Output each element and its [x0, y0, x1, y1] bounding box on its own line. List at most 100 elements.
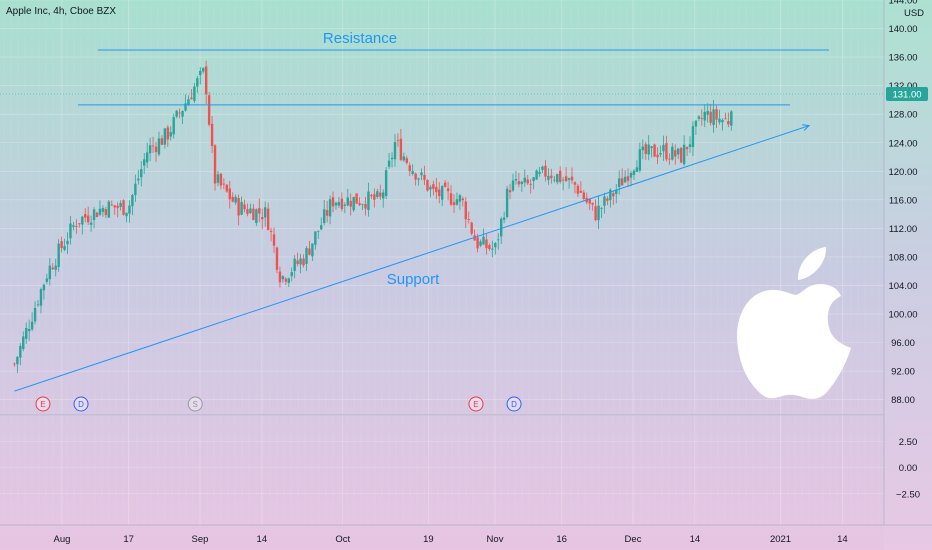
candle-body [373, 194, 376, 200]
candle-body [473, 235, 476, 241]
candle-body [322, 209, 326, 224]
candle-body [505, 188, 509, 218]
candle-body [246, 209, 249, 215]
price-tick-label: 104.00 [888, 281, 917, 292]
candle-body [482, 236, 485, 245]
candle-body [113, 205, 116, 208]
candle-body [573, 182, 577, 185]
candle-body [721, 119, 724, 123]
candle-body [644, 144, 647, 154]
candle-body [671, 146, 674, 160]
candle-body [33, 308, 37, 322]
candle-body [27, 328, 31, 332]
candle-body [638, 149, 642, 171]
candle-body [688, 144, 692, 147]
candle-body [57, 243, 60, 267]
candle-body [172, 117, 175, 135]
drawing-lines [14, 49, 829, 392]
support-trend-line[interactable] [14, 125, 810, 392]
pane-divider[interactable] [0, 414, 884, 416]
candle-body [712, 109, 715, 126]
event-marker-circle [35, 396, 51, 412]
price-tick-label: 128.00 [888, 110, 917, 121]
candle-body [517, 181, 521, 185]
candle-body [609, 189, 612, 201]
candle-body [665, 143, 668, 160]
candle-body [656, 154, 659, 158]
candle-body [320, 225, 323, 230]
candle-body [340, 198, 344, 210]
candle-body [266, 208, 270, 230]
candle-body [352, 196, 355, 211]
event-marker[interactable]: D [73, 396, 89, 412]
candle-body [715, 109, 718, 120]
price-tick-label: 100.00 [888, 310, 917, 321]
apple-logo [737, 247, 851, 399]
candle-body [420, 172, 423, 176]
candle-body [110, 204, 113, 206]
time-axis[interactable]: Aug 17 Sep 14 Oct 19 Nov 16 Dec 14 2021 14 [54, 534, 848, 545]
candle-body [650, 146, 653, 148]
candle-body [526, 179, 529, 184]
candle-body [151, 145, 155, 147]
candle-body [600, 208, 603, 209]
event-marker-label: D [78, 400, 84, 409]
candle-body [143, 159, 146, 166]
candle-body [659, 152, 662, 155]
price-tick-label: 116.00 [889, 195, 917, 206]
candle-body [237, 197, 240, 216]
candle-body [39, 289, 43, 306]
candle-body [588, 199, 591, 204]
candle-body [54, 265, 57, 270]
candle-body [438, 189, 441, 197]
trend-line-arrow [802, 124, 811, 131]
candle-body [308, 248, 311, 255]
candle-body [582, 192, 585, 199]
candle-body [514, 178, 518, 181]
price-tick-label: 96.00 [891, 338, 915, 349]
candle-body [603, 196, 606, 206]
candle-body [679, 147, 683, 163]
candle-body [75, 226, 78, 227]
oscillator-axis[interactable]: 2.50 0.00 −2.50 [896, 437, 920, 501]
candle-body [399, 138, 403, 160]
price-tick-label: 124.00 [888, 138, 917, 149]
price-axis[interactable]: 88.00 92.00 96.00 100.00 104.00 108.00 112.00 1… [888, 0, 917, 406]
support-label: Support [387, 271, 440, 288]
price-tick-label: 108.00 [888, 252, 917, 263]
candle-body [727, 121, 730, 125]
candle-body [25, 327, 28, 339]
candle-body [160, 138, 164, 145]
candle-body [476, 237, 479, 249]
candle-body [417, 178, 420, 180]
candle-body [461, 198, 465, 201]
candle-body [523, 177, 526, 183]
candle-body [60, 241, 63, 249]
candle-body [184, 103, 187, 111]
event-marker[interactable]: D [506, 396, 522, 412]
event-marker[interactable]: E [35, 396, 51, 412]
event-marker[interactable]: E [468, 396, 484, 412]
candle-body [128, 205, 131, 214]
candle-body [263, 207, 267, 218]
time-tick-label: 16 [556, 534, 567, 545]
candle-body [169, 132, 172, 137]
candle-body [591, 202, 594, 205]
candle-body [706, 110, 709, 115]
candle-body [488, 245, 491, 250]
candle-body [629, 172, 633, 178]
price-tag: 131.00 [0, 87, 928, 101]
candle-body [225, 184, 229, 192]
candle-body [677, 148, 680, 155]
candle-body [302, 258, 305, 266]
candle-body [550, 175, 553, 179]
candle-body [426, 179, 429, 191]
candle-body [414, 173, 417, 180]
candle-body [538, 171, 541, 174]
event-marker[interactable]: S [187, 396, 203, 412]
candle-body [355, 193, 358, 204]
candle-body [632, 170, 636, 175]
candle-body [440, 186, 444, 200]
candle-body [137, 178, 140, 181]
